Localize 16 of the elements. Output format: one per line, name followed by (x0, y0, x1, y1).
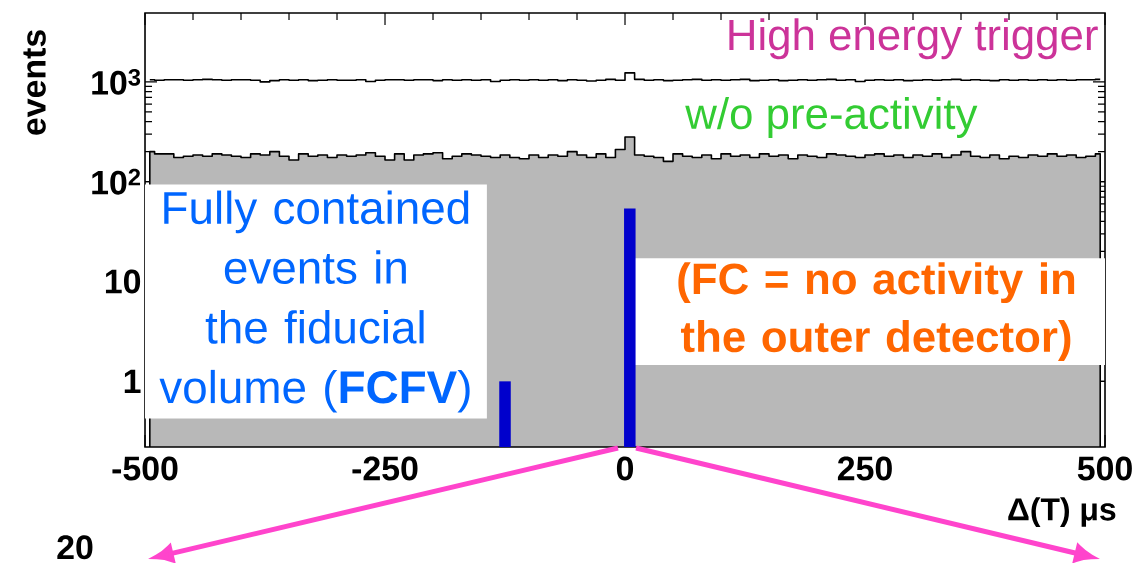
x-tick-label: 500 (1077, 456, 1132, 481)
y-tick-label: 1 (124, 369, 141, 393)
x-axis-title: Δ(T) μs (1008, 497, 1116, 527)
x-tick-label: 250 (837, 456, 892, 481)
annotation: w/o pre-activity (685, 97, 978, 138)
x-tick-label: -500 (112, 456, 178, 481)
y-tick-label: 10 (105, 269, 141, 294)
annotation: (FC = no activity in the outer detector) (678, 262, 1075, 361)
y-axis-title: events (23, 30, 46, 135)
annotation: High energy trigger (729, 18, 1098, 60)
text: 20 (57, 535, 93, 560)
y-tick-label: 10$^{3}$ (92, 68, 141, 95)
annotation: Fully contained events in the fiducial volume (FCFV) (159, 190, 470, 413)
x-tick-label: -250 (352, 456, 418, 481)
y-tick-label: 10$^{2}$ (92, 168, 141, 195)
x-tick-label: 0 (616, 456, 634, 481)
